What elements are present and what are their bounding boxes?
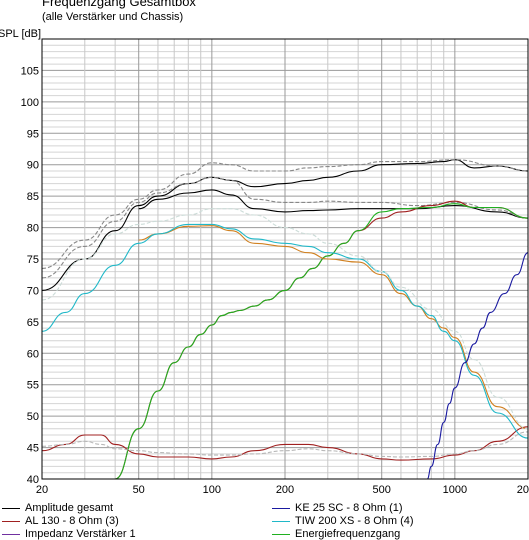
series-line-2 — [41, 159, 529, 269]
series-line-10 — [41, 431, 529, 458]
legend-swatch — [272, 507, 290, 509]
legend-swatch — [272, 520, 290, 522]
legend-swatch — [2, 533, 20, 535]
x-tick-label: 1000 — [443, 484, 467, 496]
y-tick-label: 60 — [27, 348, 39, 360]
legend-entry: TIW 200 XS - 8 Ohm (4) — [272, 515, 414, 527]
y-tick-label: 85 — [27, 191, 39, 203]
chart-subtitle: (alle Verstärker und Chassis) — [42, 11, 184, 23]
y-tick-label: 45 — [27, 443, 39, 455]
series-line-4 — [114, 200, 529, 480]
series-lines — [41, 159, 529, 480]
legend-label: AL 130 - 8 Ohm (3) — [25, 515, 119, 527]
x-tick-label: 50 — [133, 484, 145, 496]
legend-entry: AL 130 - 8 Ohm (3) — [2, 515, 119, 527]
legend-entry: KE 25 SC - 8 Ohm (1) — [272, 502, 403, 514]
series-line-11 — [426, 252, 529, 480]
y-tick-label: 55 — [27, 380, 39, 392]
legend-label: Energiefrequenzgang — [295, 528, 401, 540]
legend-swatch — [2, 507, 20, 509]
x-tick-labels: 20 50 100 200 500 1000 20 — [36, 484, 529, 496]
y-tick-labels: 40 45 50 55 60 65 70 75 80 85 90 95 100 105 — [21, 65, 39, 486]
y-tick-label: 70 — [27, 285, 39, 297]
series-line-9 — [41, 208, 529, 430]
legend-swatch — [2, 520, 20, 522]
y-tick-label: 40 — [27, 474, 39, 486]
series-line-3 — [41, 176, 529, 279]
y-tick-label: 105 — [21, 65, 39, 77]
plot-border — [41, 38, 529, 480]
plot-frame — [41, 38, 529, 480]
y-tick-label: 50 — [27, 411, 39, 423]
chart-title: Frequenzgang Gesamtbox — [42, 0, 196, 9]
legend-label: Impedanz Verstärker 1 — [25, 528, 136, 540]
legend-swatch — [272, 533, 290, 535]
y-tick-label: 95 — [27, 128, 39, 140]
x-tick-label: 100 — [203, 484, 221, 496]
series-line-7 — [138, 225, 529, 430]
series-line-8 — [41, 223, 529, 439]
y-tick-label: 80 — [27, 223, 39, 235]
legend-label: Amplitude gesamt — [25, 502, 114, 514]
series-line-6 — [114, 203, 529, 480]
legend-entry: Energiefrequenzgang — [272, 528, 400, 540]
x-tick-label: 500 — [373, 484, 391, 496]
series-line-5 — [41, 426, 529, 461]
legend-entry: Impedanz Verstärker 1 — [2, 528, 136, 540]
y-axis-label: SPL [dB] — [0, 28, 42, 40]
legend-label: KE 25 SC - 8 Ohm (1) — [295, 502, 403, 514]
legend-entry: Amplitude gesamt — [2, 502, 113, 514]
legend-label: TIW 200 XS - 8 Ohm (4) — [295, 515, 414, 527]
x-tick-label: 200 — [276, 484, 294, 496]
x-tick-label: 20 — [36, 484, 48, 496]
grid — [41, 38, 529, 480]
y-tick-label: 100 — [21, 97, 39, 109]
y-tick-label: 65 — [27, 317, 39, 329]
y-tick-label: 75 — [27, 254, 39, 266]
y-tick-label: 90 — [27, 160, 39, 172]
x-tick-label: 20 — [517, 484, 529, 496]
